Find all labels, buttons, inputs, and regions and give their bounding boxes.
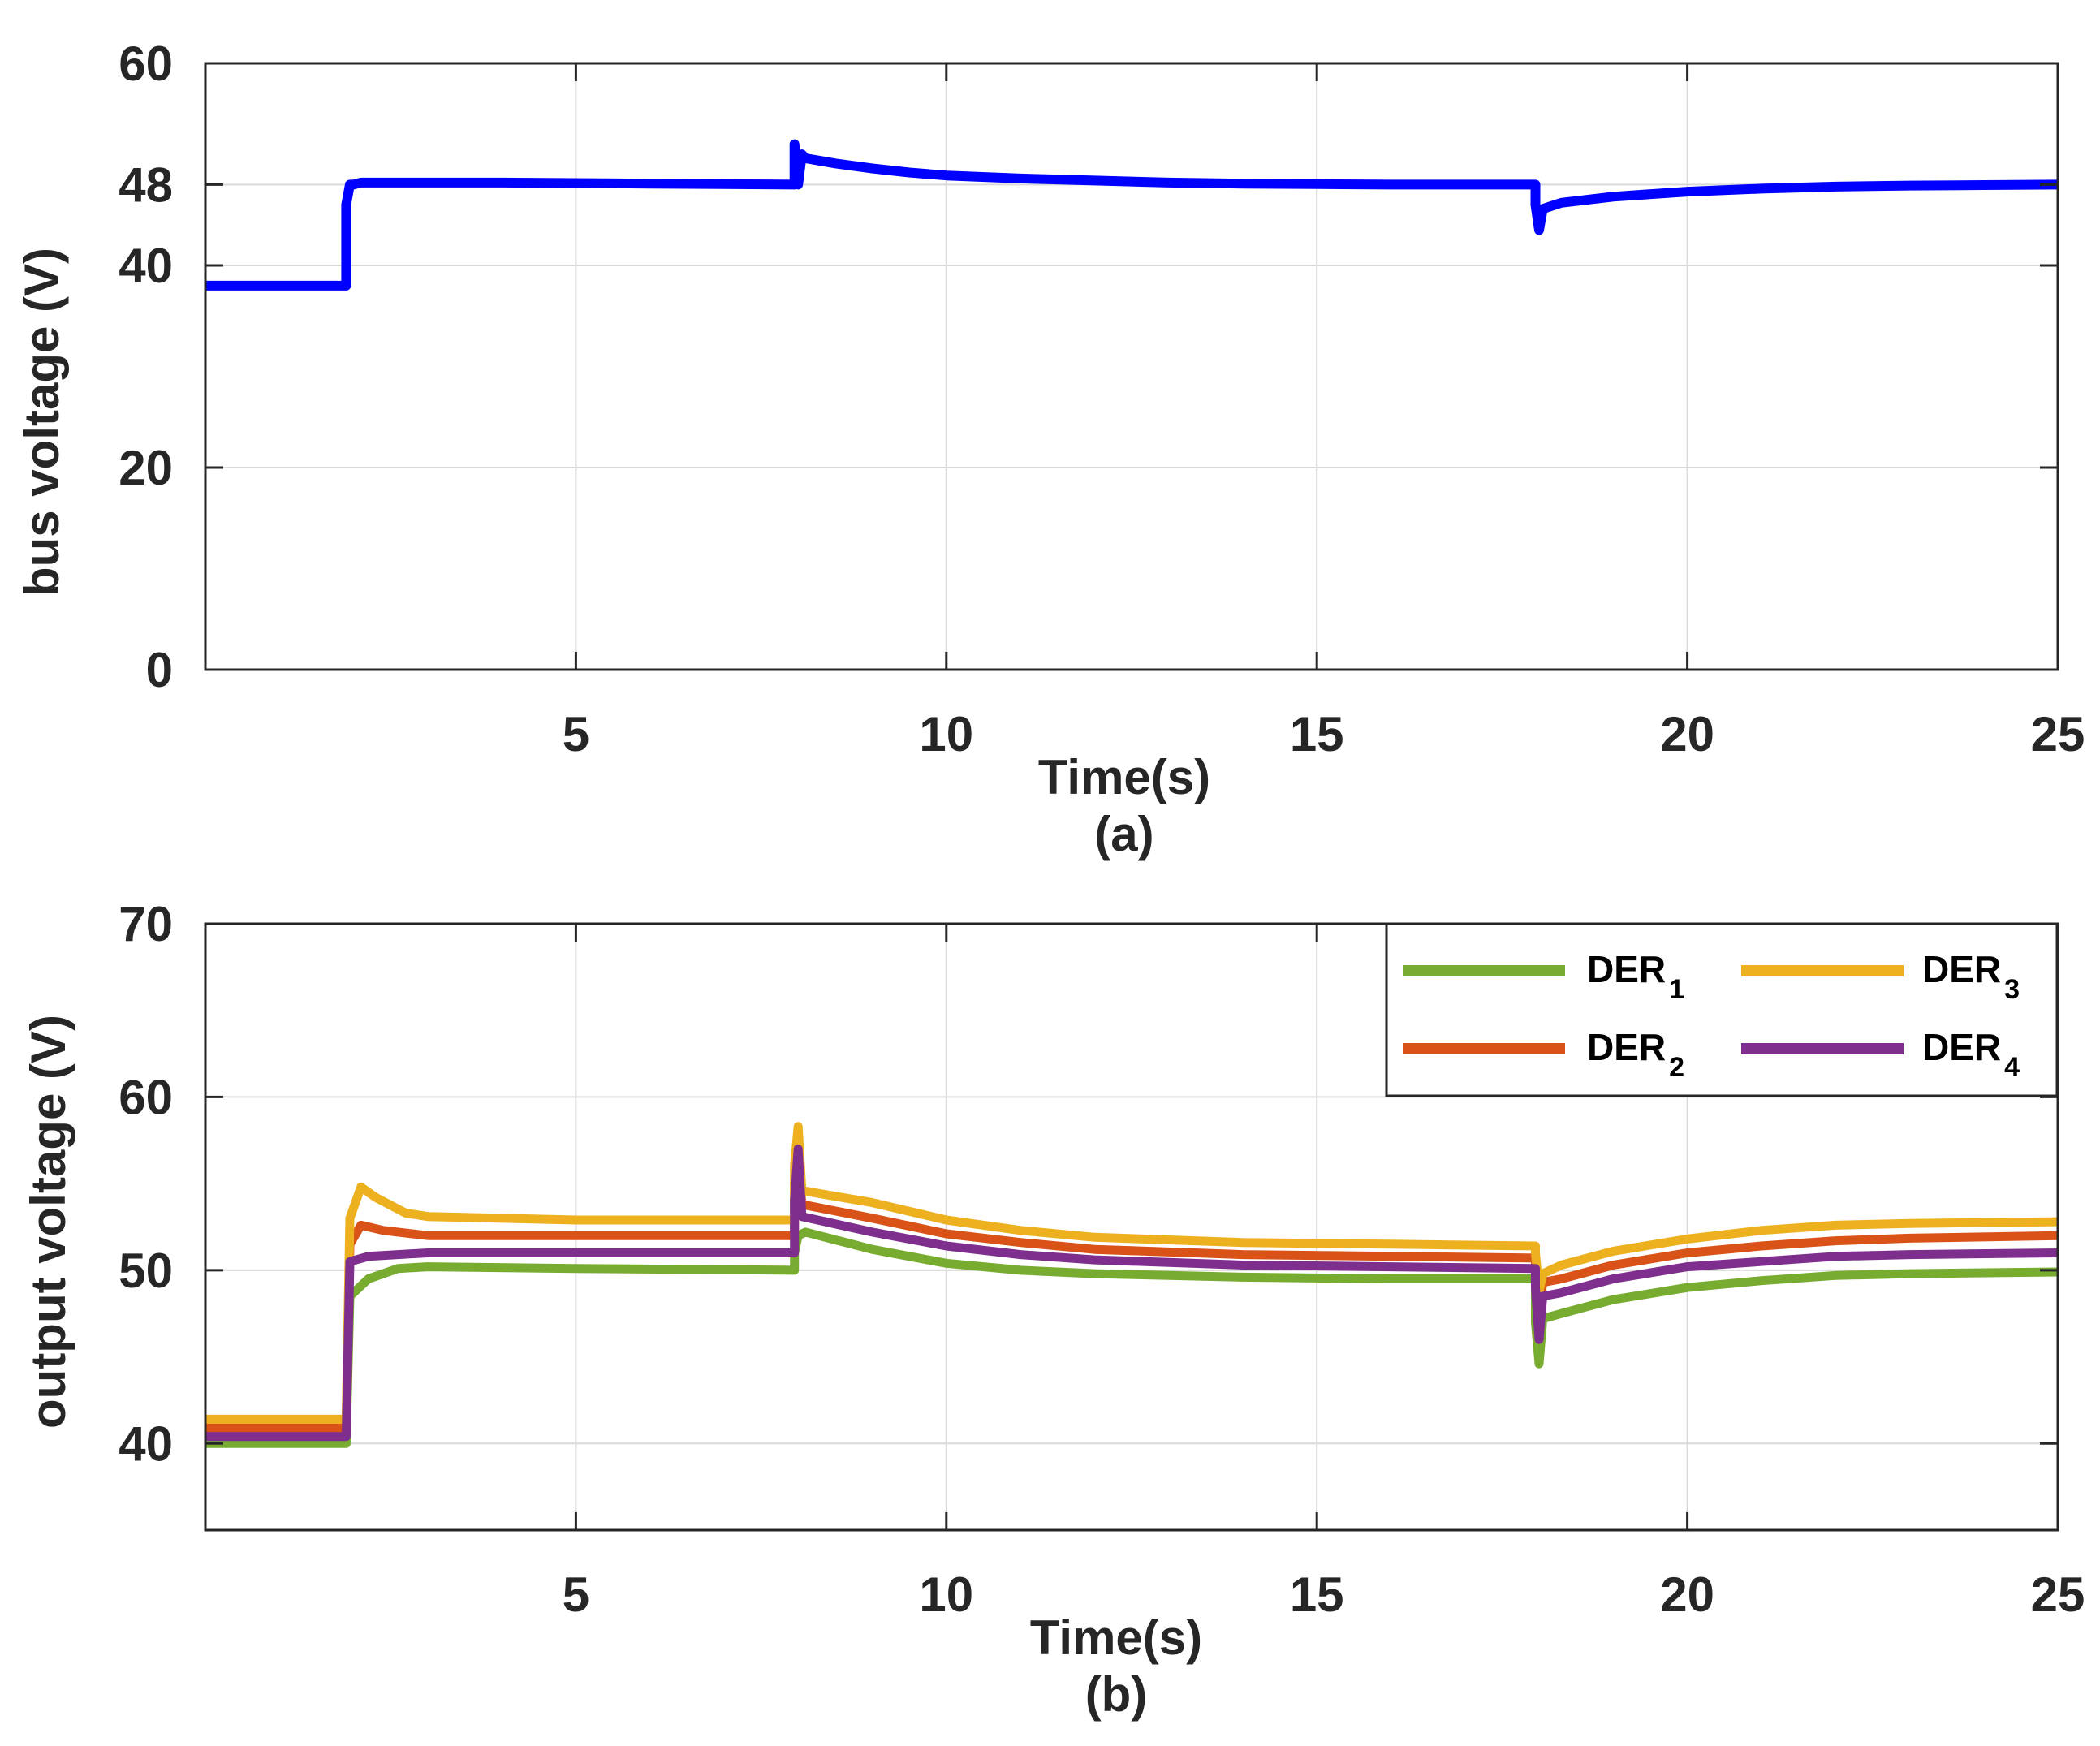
panel-a-xtick-label-25: 25 xyxy=(2031,707,2085,761)
panel-b-xtick-label-5: 5 xyxy=(563,1567,589,1622)
panel-a-ytick-label-0: 0 xyxy=(146,643,173,697)
legend-label-der4: DER xyxy=(1922,1026,2001,1068)
panel-a-ytick-label-48: 48 xyxy=(119,157,173,212)
panel-a-series-bus-voltage-line xyxy=(205,139,2059,291)
panel-b-legend: DER 1 DER 3 DER 2 DER 4 xyxy=(1385,922,2059,1097)
panel-b-output-voltage: 5 10 15 20 25 40 50 60 70 Time(s) (b) output vol… xyxy=(21,897,2085,1722)
panel-a-xtick-label-5: 5 xyxy=(563,707,589,761)
panel-b-label: (b) xyxy=(1085,1667,1148,1722)
legend-sub-der4: 4 xyxy=(2004,1052,2020,1083)
panel-b-ytick-label-40: 40 xyxy=(119,1416,173,1471)
panel-a-series xyxy=(205,139,2059,291)
panel-b-ytick-label-50: 50 xyxy=(119,1244,173,1298)
panel-b-axes-frame xyxy=(204,922,2059,1532)
panel-a-ytick-label-40: 40 xyxy=(119,239,173,293)
legend-sub-der1: 1 xyxy=(1669,974,1684,1005)
panel-b-series-der2-line xyxy=(205,1153,2059,1433)
legend-entry-der1: DER 1 xyxy=(1403,948,1684,1005)
panel-a-xtick-label-20: 20 xyxy=(1660,707,1714,761)
panel-b-xtick-label-20: 20 xyxy=(1660,1567,1714,1622)
panel-b-series-der4-line xyxy=(205,1145,2059,1442)
legend-entry-der2: DER 2 xyxy=(1403,1026,1684,1083)
legend-box xyxy=(1385,922,2059,1097)
panel-a-bus-voltage: 5 10 15 20 25 0 20 40 48 60 Time(s) (a) bus volta… xyxy=(15,37,2085,861)
panel-b-series-der3-line xyxy=(205,1122,2059,1424)
panel-a-ytick-label-20: 20 xyxy=(119,441,173,495)
panel-a-label: (a) xyxy=(1094,807,1153,861)
panel-b-xlabel: Time(s) xyxy=(1030,1610,1202,1665)
panel-a-axes-frame xyxy=(204,62,2059,671)
panel-b-series xyxy=(205,1122,2059,1448)
legend-sub-der2: 2 xyxy=(1669,1052,1684,1083)
panel-b-ticks: 5 10 15 20 25 40 50 60 70 xyxy=(119,897,2085,1622)
panel-a-xtick-label-10: 10 xyxy=(919,707,973,761)
legend-label-der3: DER xyxy=(1922,948,2001,990)
panel-a-xlabel: Time(s) xyxy=(1038,750,1210,804)
panel-b-ytick-label-60: 60 xyxy=(119,1070,173,1124)
panel-b-xtick-label-25: 25 xyxy=(2031,1567,2085,1622)
legend-entry-der3: DER 3 xyxy=(1741,948,2020,1005)
panel-a-ylabel: bus voltage (V) xyxy=(15,248,69,597)
legend-label-der1: DER xyxy=(1587,948,1666,990)
legend-sub-der3: 3 xyxy=(2004,974,2020,1005)
panel-b-xtick-label-10: 10 xyxy=(919,1567,973,1622)
legend-entry-der4: DER 4 xyxy=(1741,1026,2020,1083)
panel-b-ytick-label-70: 70 xyxy=(119,897,173,951)
panel-b-xtick-label-15: 15 xyxy=(1290,1567,1344,1622)
panel-a-xtick-label-15: 15 xyxy=(1290,707,1344,761)
panel-a-ticks: 5 10 15 20 25 0 20 40 48 60 xyxy=(119,37,2085,761)
panel-b-ylabel: output voltage (V) xyxy=(21,1015,75,1429)
legend-label-der2: DER xyxy=(1587,1026,1666,1068)
panel-a-ytick-label-60: 60 xyxy=(119,37,173,91)
panel-b-series-der1-line xyxy=(205,1227,2059,1448)
